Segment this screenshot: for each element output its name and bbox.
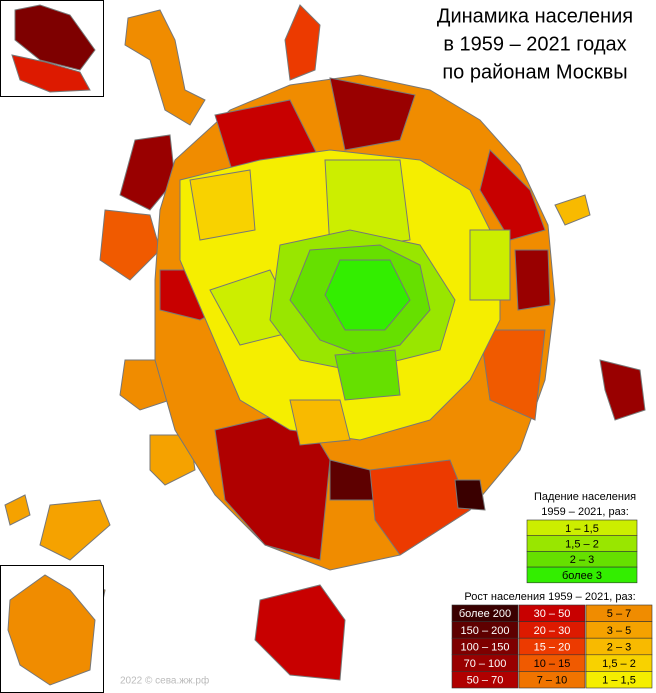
district — [599, 359, 646, 421]
legend-label: 1,5 – 2 — [565, 538, 599, 550]
district — [479, 149, 546, 241]
district — [284, 4, 321, 81]
title-line: Динамика населения — [437, 5, 633, 27]
legend-label: 7 – 10 — [537, 675, 568, 687]
legend-label: 100 – 150 — [461, 641, 510, 653]
district — [254, 584, 346, 681]
legend-label: 1,5 – 2 — [602, 658, 636, 670]
legend-swatch — [518, 671, 586, 689]
district — [329, 77, 416, 151]
legend-swatch — [585, 671, 653, 689]
legend-label: более 3 — [562, 570, 602, 582]
districts — [4, 4, 646, 681]
district — [514, 249, 551, 311]
legend-label: 5 – 7 — [607, 608, 631, 620]
credit: 2022 © сева.жж.рф — [120, 675, 209, 687]
inset-bottom — [0, 565, 104, 693]
district — [4, 494, 31, 526]
inset-top — [0, 0, 104, 97]
legend-title: 1959 – 2021, раз: — [541, 506, 629, 518]
legend-label: 20 – 30 — [534, 625, 571, 637]
district — [324, 159, 411, 251]
district — [189, 169, 256, 241]
district — [324, 259, 411, 331]
district — [334, 349, 401, 401]
district — [14, 4, 96, 71]
legend-label: 70 – 100 — [464, 658, 507, 670]
legend-title: Падение населения — [534, 491, 636, 503]
legend-label: 150 – 200 — [461, 625, 510, 637]
district — [7, 574, 96, 686]
legend-label: 3 – 5 — [607, 625, 631, 637]
district — [289, 399, 351, 446]
legend-title: Рост населения 1959 – 2021, раз: — [464, 591, 635, 603]
legend-label: более 200 — [459, 608, 511, 620]
legend-label: 2 – 3 — [570, 554, 594, 566]
title-line: в 1959 – 2021 годах — [443, 33, 626, 55]
district — [369, 459, 471, 556]
legend-label: 15 – 20 — [534, 641, 571, 653]
district — [479, 329, 546, 421]
legend-label: 10 – 15 — [534, 658, 571, 670]
legend: Падение населения 1959 – 2021, раз: Рост… — [451, 491, 653, 689]
district — [124, 9, 206, 126]
legend-label: 2 – 3 — [607, 641, 631, 653]
legend-label: 50 – 70 — [467, 675, 504, 687]
legend-label: 30 – 50 — [534, 608, 571, 620]
legend-label: 1 – 1,5 — [565, 523, 599, 535]
district — [119, 134, 176, 211]
title: Динамика населения в 1959 – 2021 годах п… — [437, 5, 633, 83]
legend-swatch — [526, 566, 638, 584]
district — [39, 499, 111, 561]
legend-swatch — [451, 671, 519, 689]
district — [11, 54, 91, 93]
district — [99, 209, 161, 281]
legend-label: 1 – 1,5 — [602, 675, 636, 687]
title-line: по районам Москвы — [442, 61, 627, 83]
district — [469, 229, 511, 301]
district — [554, 194, 591, 226]
district — [454, 479, 486, 511]
